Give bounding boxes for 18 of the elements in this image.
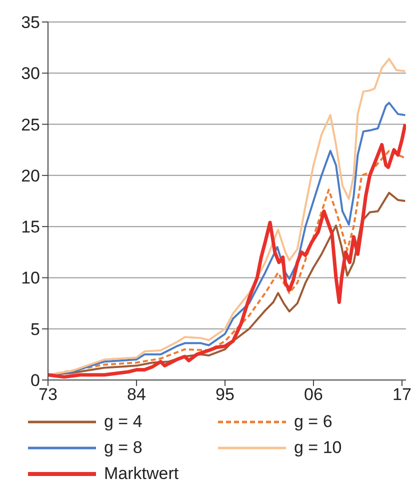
- y-tick-label: 5: [30, 320, 40, 339]
- y-tick-label: 30: [21, 64, 40, 84]
- y-tick-label: 15: [21, 218, 40, 237]
- legend-label: g = 10: [294, 438, 342, 458]
- y-tick-label: 25: [21, 115, 40, 134]
- legend-label: g = 6: [294, 412, 332, 432]
- x-tick-label: 73: [38, 385, 58, 404]
- legend-label: g = 8: [104, 438, 142, 458]
- legend-label: Marktwert: [104, 464, 179, 484]
- y-tick-label: 0: [30, 371, 40, 390]
- x-tick-label: 06: [304, 385, 323, 404]
- x-tick-label: 17: [392, 385, 412, 404]
- y-tick-label: 20: [21, 166, 40, 186]
- x-tick-label: 95: [216, 385, 234, 404]
- legend-label: g = 4: [104, 412, 142, 432]
- x-tick-label: 84: [127, 385, 146, 404]
- y-tick-label: 35: [21, 13, 40, 32]
- y-tick-label: 10: [21, 268, 40, 288]
